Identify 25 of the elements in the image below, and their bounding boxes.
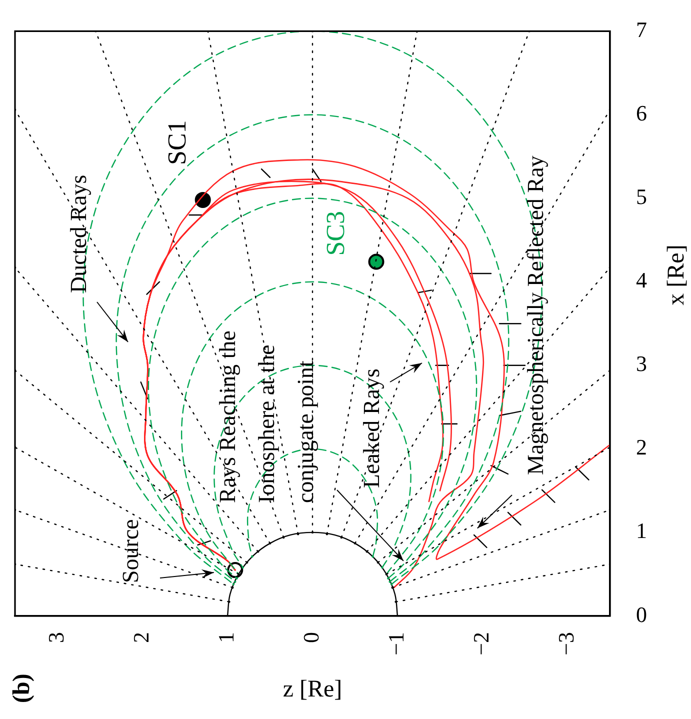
text: SC3	[321, 210, 350, 256]
x-tick-label: −3	[553, 632, 578, 656]
y-tick-label: 2	[636, 434, 647, 460]
annotation: Rays Reaching the Ionosphere at the conjugate point	[215, 330, 318, 503]
y-tick-label: 3	[636, 351, 647, 376]
y-axis-title: x [Re]	[663, 244, 690, 306]
x-tick-label: 1	[213, 632, 238, 643]
x-tick-label: −2	[468, 632, 494, 656]
y-tick-label: 4	[636, 268, 647, 293]
text: SC1	[162, 120, 192, 165]
y-tick-label: 0	[636, 602, 647, 627]
annotation: Source	[118, 519, 144, 583]
y-tick-label: 1	[636, 518, 647, 544]
y-tick-label: 7	[636, 16, 647, 42]
x-tick-label: 0	[298, 632, 324, 643]
x-tick-label: 3	[43, 632, 68, 643]
annotation: Leaked Rays	[359, 368, 384, 488]
y-tick-label: 5	[636, 184, 647, 210]
annotation: Magnetospherically Reflected Ray	[523, 155, 548, 475]
x-tick-label: 2	[128, 632, 154, 643]
y-tick-label: 6	[636, 100, 647, 126]
x-tick-label: −1	[383, 632, 408, 656]
x-axis-title: z [Re]	[282, 676, 342, 702]
text: (b)	[9, 674, 36, 703]
annotation: Ducted Rays	[66, 174, 92, 293]
